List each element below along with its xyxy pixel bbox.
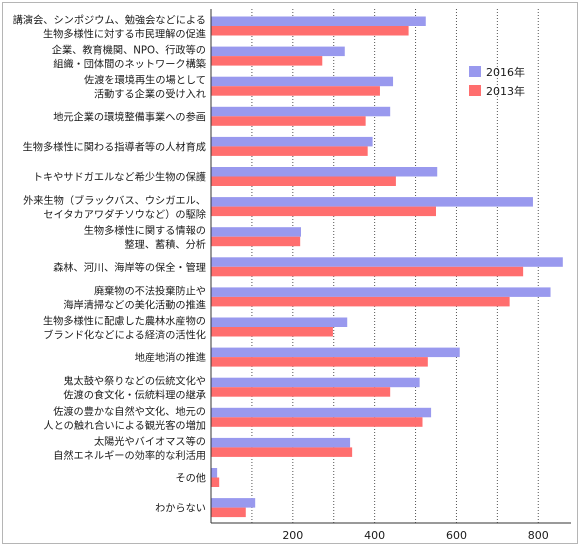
bar-2016: [211, 227, 301, 237]
category-label: 佐渡の豊かな自然や文化、地元の人との触れ合いによる観光客の増加: [43, 405, 206, 432]
bar-2016: [211, 407, 432, 418]
category-label: 生物多様性に関する情報の整理、蓄積、分析: [84, 224, 206, 251]
category-label: 講演会、シンポジウム、勉強会などによる生物多様性に対する市民理解の促進: [13, 14, 206, 41]
category-label: 生物多様性に配慮した農林水産物のブランド化などによる経済の活性化: [43, 315, 206, 342]
bar-2016: [211, 347, 460, 358]
x-tick-label: 200: [282, 529, 303, 542]
bar-2016: [211, 16, 426, 26]
category-label: 外来生物（ブラックバス、ウシガエル、セイタカアワダチソウなど）の駆除: [23, 194, 206, 221]
category-labels: 講演会、シンポジウム、勉強会などによる生物多様性に対する市民理解の促進企業、教育…: [13, 14, 206, 515]
category-label: 地産地消の推進: [135, 351, 206, 364]
bar-2016: [211, 437, 351, 448]
bar-2016: [211, 287, 551, 297]
bar-chart: 200 400 600 800 講演会、シンポジウム、勉強会などによる生物多様性に対す…: [13, 9, 571, 542]
bar-2013: [211, 327, 333, 337]
bar-2013: [211, 236, 301, 247]
legend-swatch: [469, 66, 481, 77]
bar-2013: [211, 26, 409, 36]
chart-frame: 200 400 600 800 講演会、シンポジウム、勉強会などによる生物多様性に対す…: [2, 2, 578, 544]
category-label: 廃棄物の不法投棄防止や海岸清掃などの美化活動の推進: [63, 284, 206, 311]
category-label: 太陽光やバイオマス等の自然エネルギーの効率的な利活用: [53, 435, 206, 462]
bar-2013: [211, 56, 323, 66]
x-tick-label: 600: [446, 529, 467, 542]
bar-2013: [211, 387, 391, 397]
bar-2016: [211, 377, 420, 388]
bar-2016: [211, 468, 218, 478]
legend-swatch: [469, 85, 481, 96]
category-label: 地元企業の環境整備事業への参画: [53, 110, 206, 123]
bar-2013: [211, 447, 353, 457]
bar-2016: [211, 167, 438, 177]
bar-2013: [211, 266, 524, 277]
bar-2016: [211, 76, 394, 87]
axes: 200 400 600 800: [210, 9, 571, 542]
bar-2016: [211, 498, 256, 508]
category-label: わからない: [155, 503, 206, 515]
bar-2013: [211, 357, 428, 367]
category-label: 佐渡を環境再生の場として活動する企業の受け入れ: [84, 74, 206, 101]
bar-2016: [211, 197, 533, 207]
bar-2016: [211, 106, 391, 117]
bar-2013: [211, 86, 380, 96]
category-label: 森林、河川、海岸等の保全・管理: [53, 261, 206, 274]
bar-2013: [211, 417, 423, 427]
bar-2013: [211, 477, 220, 487]
category-label: その他: [175, 472, 206, 485]
bar-2013: [211, 116, 366, 126]
category-label: トキやサドガエルなど希少生物の保護: [33, 171, 206, 184]
legend: 2016年 2013年: [469, 65, 525, 98]
bar-2016: [211, 257, 563, 267]
x-tick-label: 800: [528, 529, 549, 542]
bar-2016: [211, 46, 345, 57]
bar-2013: [211, 296, 510, 307]
x-tick-label: 400: [364, 529, 385, 542]
bar-2016: [211, 136, 373, 147]
category-label: 生物多様性に関わる指導者等の人材育成: [23, 140, 206, 153]
category-label: 企業、教育機関、NPO、行政等の組織・団体間のネットワーク構築: [52, 44, 206, 71]
bar-2013: [211, 507, 246, 518]
bar-2016: [211, 317, 348, 327]
bar-2013: [211, 206, 436, 217]
legend-label: 2016年: [486, 65, 525, 79]
legend-label: 2013年: [486, 84, 525, 98]
bars: [211, 16, 563, 518]
bar-2013: [211, 176, 396, 186]
bar-2013: [211, 146, 368, 156]
category-label: 鬼太鼓や祭りなどの伝統文化や佐渡の食文化・伝統料理の継承: [63, 375, 206, 402]
